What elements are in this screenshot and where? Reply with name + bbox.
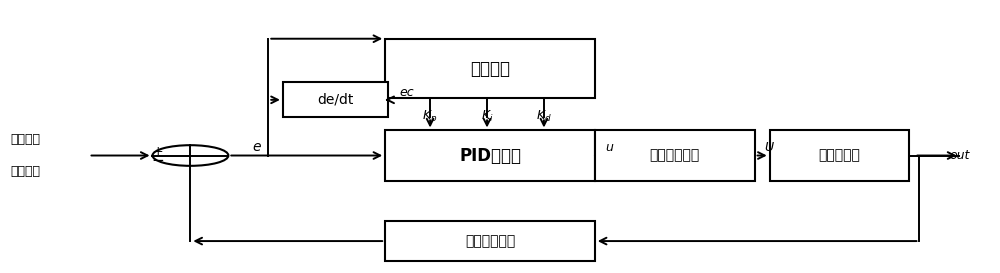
FancyBboxPatch shape — [385, 130, 595, 181]
Text: 模糊推理: 模糊推理 — [470, 60, 510, 78]
FancyBboxPatch shape — [385, 39, 595, 99]
FancyBboxPatch shape — [283, 82, 388, 117]
Text: PID控制器: PID控制器 — [459, 147, 521, 165]
Text: −: − — [151, 153, 164, 168]
Text: +: + — [152, 145, 163, 158]
Text: 度设定值: 度设定值 — [11, 165, 41, 178]
Text: 主电机速: 主电机速 — [11, 133, 41, 146]
Text: u: u — [605, 141, 613, 154]
FancyBboxPatch shape — [770, 130, 909, 181]
Text: 直流电动机: 直流电动机 — [819, 149, 860, 162]
Text: U: U — [765, 141, 774, 154]
Text: out: out — [949, 149, 970, 162]
Text: $K_i$: $K_i$ — [481, 109, 493, 124]
Text: e: e — [252, 140, 261, 154]
FancyBboxPatch shape — [385, 221, 595, 261]
Text: 电机驱动电路: 电机驱动电路 — [650, 149, 700, 162]
Text: $K_p$: $K_p$ — [422, 108, 438, 125]
Text: de/dt: de/dt — [317, 93, 353, 107]
Text: 速度检测电路: 速度检测电路 — [465, 234, 515, 248]
Text: $K_d$: $K_d$ — [536, 109, 552, 124]
Text: ec: ec — [400, 86, 414, 99]
FancyBboxPatch shape — [595, 130, 755, 181]
